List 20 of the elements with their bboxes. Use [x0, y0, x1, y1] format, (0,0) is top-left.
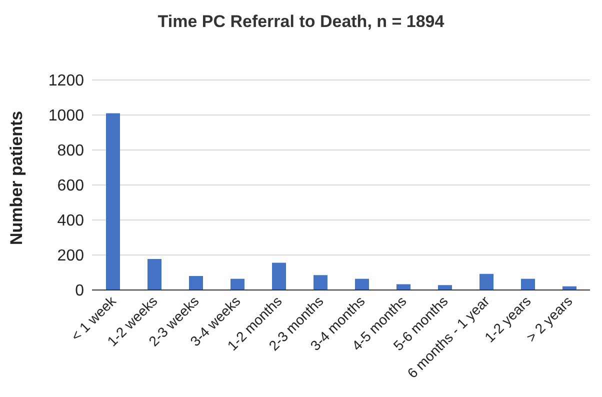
bar — [355, 278, 369, 290]
y-tick-label: 200 — [57, 248, 84, 265]
bar — [438, 285, 452, 290]
chart-title: Time PC Referral to Death, n = 1894 — [156, 11, 446, 33]
y-tick-label: 1000 — [48, 108, 84, 125]
y-tick-label: 0 — [75, 282, 84, 300]
y-tick-label: 600 — [57, 178, 84, 195]
y-tick-label: 1200 — [48, 72, 84, 90]
bar — [521, 278, 535, 290]
bar — [480, 274, 494, 290]
bar — [148, 259, 162, 290]
y-axis-title: Number patients — [7, 110, 26, 245]
bar — [272, 262, 286, 290]
bar — [106, 113, 120, 290]
y-tick-label: 400 — [57, 212, 84, 230]
bar — [314, 275, 328, 290]
bar — [189, 276, 203, 290]
bar — [230, 278, 244, 290]
bar — [396, 284, 410, 290]
y-tick-label: 800 — [57, 142, 84, 160]
